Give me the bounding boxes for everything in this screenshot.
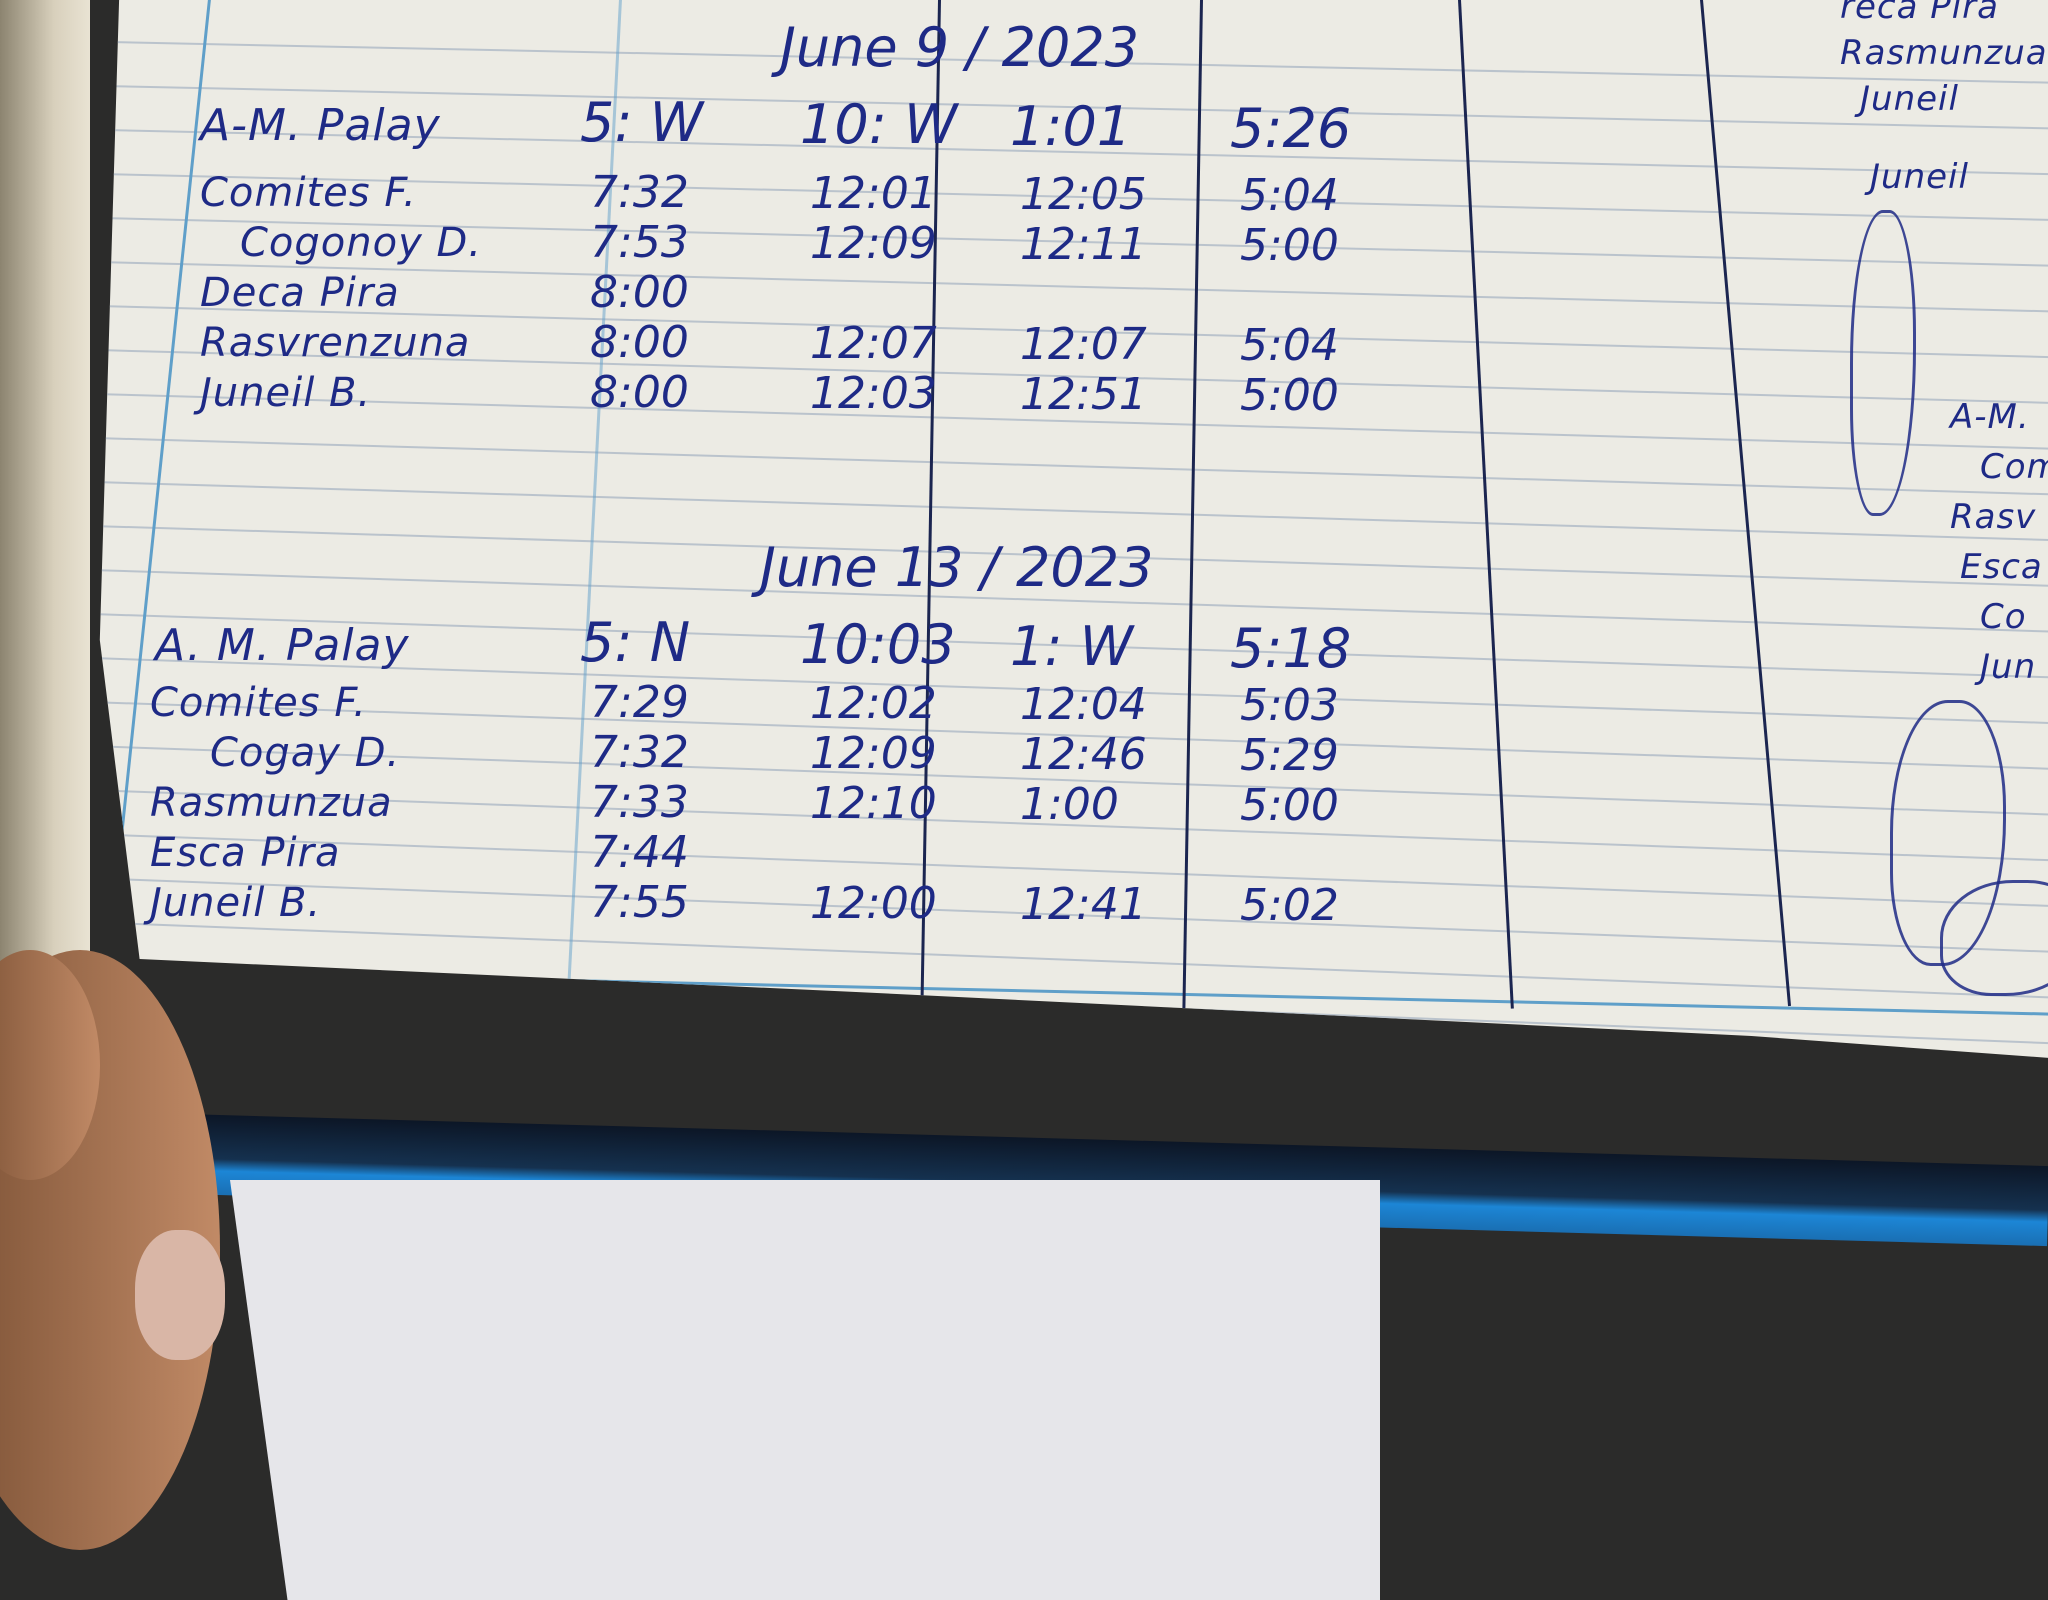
time-entry: 12:41: [1020, 879, 1147, 930]
right-page-text: Jun: [1980, 647, 2037, 687]
margin-line: [99, 967, 2048, 1016]
header-time: 1:01: [1010, 95, 1132, 158]
time-entry: 5:04: [1240, 170, 1339, 221]
time-entry: 7:32: [590, 727, 689, 778]
employee-name: Cogay D.: [210, 730, 401, 776]
signature: [1850, 210, 1916, 516]
book-spine: [0, 0, 90, 1000]
ruled-line: [99, 480, 2048, 542]
right-page-text: Juneil: [1870, 157, 1969, 197]
header-time: 10:03: [800, 613, 956, 676]
time-entry: 12:00: [810, 878, 937, 929]
right-page-text: Juneil: [1860, 79, 1959, 119]
ruled-line: [99, 964, 2048, 1045]
time-entry: 1:00: [1020, 779, 1119, 830]
time-entry: 5:00: [1240, 220, 1339, 271]
time-entry: 5:03: [1240, 680, 1339, 731]
time-entry: 12:10: [810, 778, 937, 829]
header-name: A-M. Palay: [200, 100, 441, 151]
header-time: 1: W: [1010, 615, 1134, 678]
time-entry: 12:09: [810, 218, 937, 269]
header-time: 5:18: [1230, 617, 1352, 680]
signature: [1940, 880, 2048, 996]
employee-name: Rasmunzua: [150, 780, 393, 826]
time-entry: 5:02: [1240, 880, 1339, 931]
time-entry: 7:44: [590, 827, 689, 878]
employee-name: Deca Pira: [200, 270, 400, 316]
time-entry: 12:11: [1020, 219, 1147, 270]
header-time: 10: W: [800, 93, 958, 156]
employee-name: Cogonoy D.: [240, 220, 482, 266]
column-divider: [1700, 0, 1792, 1007]
header-name: A. M. Palay: [155, 620, 410, 671]
time-entry: 12:05: [1020, 169, 1147, 220]
ruled-line: [99, 1008, 2048, 1058]
time-entry: 7:33: [590, 777, 689, 828]
right-page-text: Rasv: [1950, 497, 2037, 537]
header-time: 5: W: [580, 91, 704, 154]
time-entry: 12:46: [1020, 729, 1147, 780]
employee-name: Juneil B.: [150, 880, 322, 926]
logbook-page: June 9 / 2023 A-M. Palay 5: W 10: W 1:01 5:26…: [99, 0, 2048, 1058]
right-page-text: A-M.: [1950, 397, 2030, 437]
employee-name: Esca Pira: [150, 830, 341, 876]
time-entry: 12:07: [810, 318, 937, 369]
right-page-text: Co: [1980, 597, 2027, 637]
header-time: 5: N: [580, 611, 691, 674]
time-entry: 12:51: [1020, 369, 1147, 420]
time-entry: 8:00: [590, 267, 689, 318]
time-entry: 12:03: [810, 368, 937, 419]
time-entry: 12:07: [1020, 319, 1147, 370]
time-entry: 5:29: [1240, 730, 1339, 781]
time-entry: 7:53: [590, 217, 689, 268]
time-entry: 5:00: [1240, 370, 1339, 421]
ruled-line: [99, 920, 2048, 999]
column-divider: [1458, 0, 1514, 1009]
time-entry: 12:04: [1020, 679, 1147, 730]
time-entry: 5:00: [1240, 780, 1339, 831]
header-time: 5:26: [1230, 97, 1352, 160]
right-page-text: Esca: [1960, 547, 2043, 587]
time-entry: 5:04: [1240, 320, 1339, 371]
employee-name: Comites F.: [150, 680, 367, 726]
time-entry: 7:32: [590, 167, 689, 218]
time-entry: 12:09: [810, 728, 937, 779]
right-page-text: Com: [1980, 447, 2048, 487]
thumbnail: [135, 1230, 225, 1360]
time-entry: 8:00: [590, 317, 689, 368]
time-entry: 12:02: [810, 678, 937, 729]
time-entry: 12:01: [810, 168, 937, 219]
time-entry: 8:00: [590, 367, 689, 418]
paper-sheet: [230, 1180, 1380, 1600]
employee-name: Rasvrenzuna: [200, 320, 471, 366]
column-divider: [1182, 0, 1203, 1010]
ruled-line: [99, 436, 2048, 496]
right-page-text: Rasmunzua: [1840, 33, 2048, 73]
section-date: June 9 / 2023: [780, 16, 1140, 79]
time-entry: 7:29: [590, 677, 689, 728]
time-entry: 7:55: [590, 877, 689, 928]
right-page-text: reca Pira: [1840, 0, 1999, 27]
section-date: June 13 / 2023: [760, 536, 1154, 599]
employee-name: Juneil B.: [200, 370, 372, 416]
employee-name: Comites F.: [200, 170, 417, 216]
